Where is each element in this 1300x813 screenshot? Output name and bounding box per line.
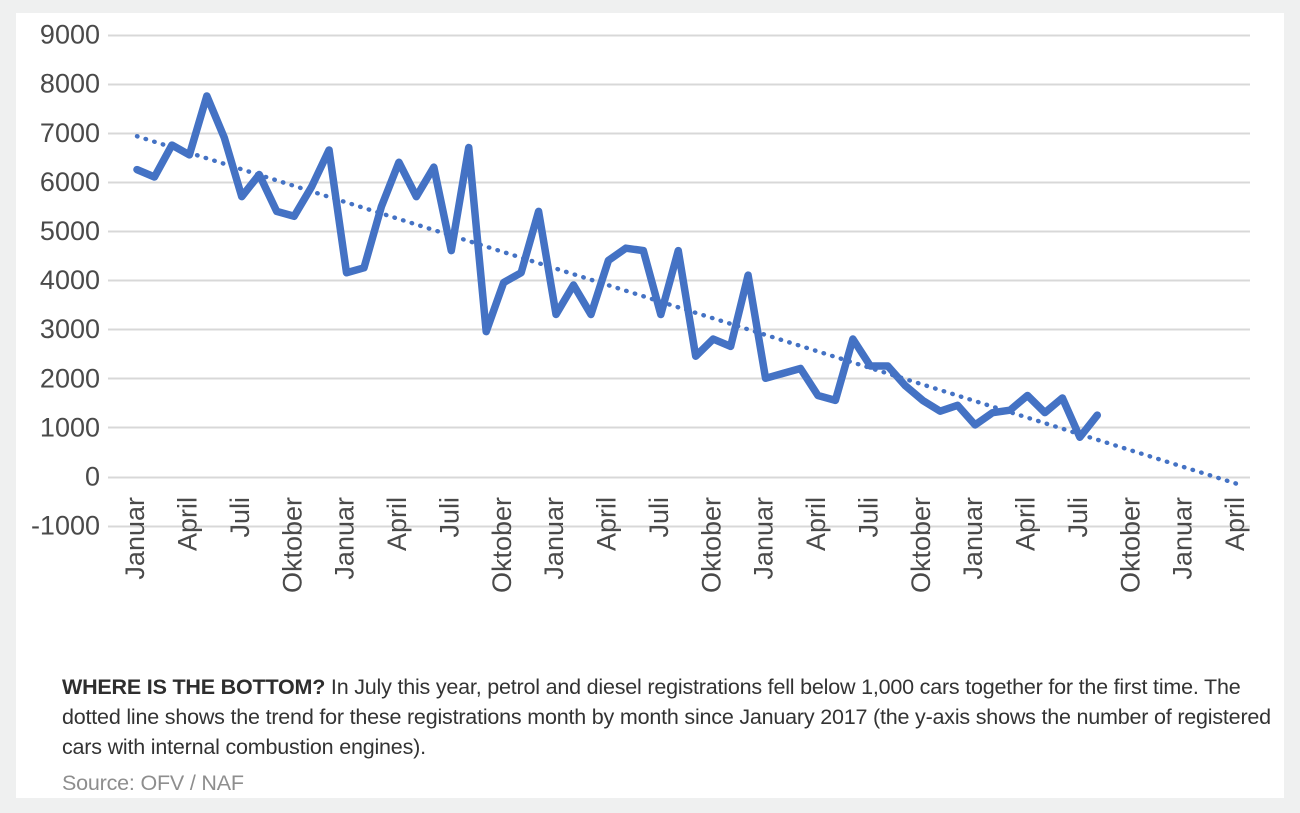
x-tick-label: Oktober bbox=[277, 497, 307, 593]
caption: WHERE IS THE BOTTOM? In July this year, … bbox=[62, 672, 1288, 762]
x-tick-label: April bbox=[1220, 497, 1250, 551]
caption-text: In July this year, petrol and diesel reg… bbox=[62, 675, 1271, 759]
x-tick-label: Oktober bbox=[487, 497, 517, 593]
y-gridlines bbox=[108, 34, 1250, 528]
x-tick-label: Oktober bbox=[906, 497, 936, 593]
x-tick-label: Januar bbox=[958, 497, 988, 580]
x-tick-label: Juli bbox=[225, 497, 255, 538]
y-tick-label: 0 bbox=[85, 462, 100, 492]
y-tick-label: 9000 bbox=[40, 20, 100, 50]
line-chart: 9000 8000 7000 6000 5000 4000 3000 2000 1000 0 -10… bbox=[31, 20, 1250, 593]
x-tick-label: Januar bbox=[749, 497, 779, 580]
x-tick-label: Juli bbox=[434, 497, 464, 538]
y-tick-label: 4000 bbox=[40, 265, 100, 295]
x-tick-label: Januar bbox=[330, 497, 360, 580]
source-text: Source: OFV / NAF bbox=[62, 771, 244, 795]
x-tick-label: April bbox=[382, 497, 412, 551]
x-tick-label: Juli bbox=[644, 497, 674, 538]
x-tick-label: Januar bbox=[539, 497, 569, 580]
y-tick-label: 1000 bbox=[40, 412, 100, 442]
caption-block: WHERE IS THE BOTTOM? In July this year, … bbox=[62, 672, 1288, 797]
y-tick-label: 6000 bbox=[40, 167, 100, 197]
caption-title: WHERE IS THE BOTTOM? bbox=[62, 675, 326, 699]
x-tick-label: April bbox=[1011, 497, 1041, 551]
x-tick-label: April bbox=[173, 497, 203, 551]
x-axis-labels: Januar April Juli Oktober Januar April Juli Okt… bbox=[120, 497, 1250, 593]
y-tick-label: 5000 bbox=[40, 216, 100, 246]
y-tick-label: 8000 bbox=[40, 69, 100, 99]
x-tick-label: Juli bbox=[853, 497, 883, 538]
x-tick-label: April bbox=[592, 497, 622, 551]
x-tick-label: Juli bbox=[1063, 497, 1093, 538]
y-tick-label: 3000 bbox=[40, 314, 100, 344]
y-axis-labels: 9000 8000 7000 6000 5000 4000 3000 2000 1000 0 -10… bbox=[31, 20, 100, 541]
y-tick-label: 7000 bbox=[40, 118, 100, 148]
y-tick-label: 2000 bbox=[40, 363, 100, 393]
registrations-line bbox=[133, 92, 1102, 441]
y-tick-label: -1000 bbox=[31, 511, 100, 541]
x-tick-label: Januar bbox=[120, 497, 150, 580]
x-tick-label: Januar bbox=[1168, 497, 1198, 580]
x-tick-label: Oktober bbox=[1115, 497, 1145, 593]
x-tick-label: April bbox=[801, 497, 831, 551]
x-tick-label: Oktober bbox=[696, 497, 726, 593]
